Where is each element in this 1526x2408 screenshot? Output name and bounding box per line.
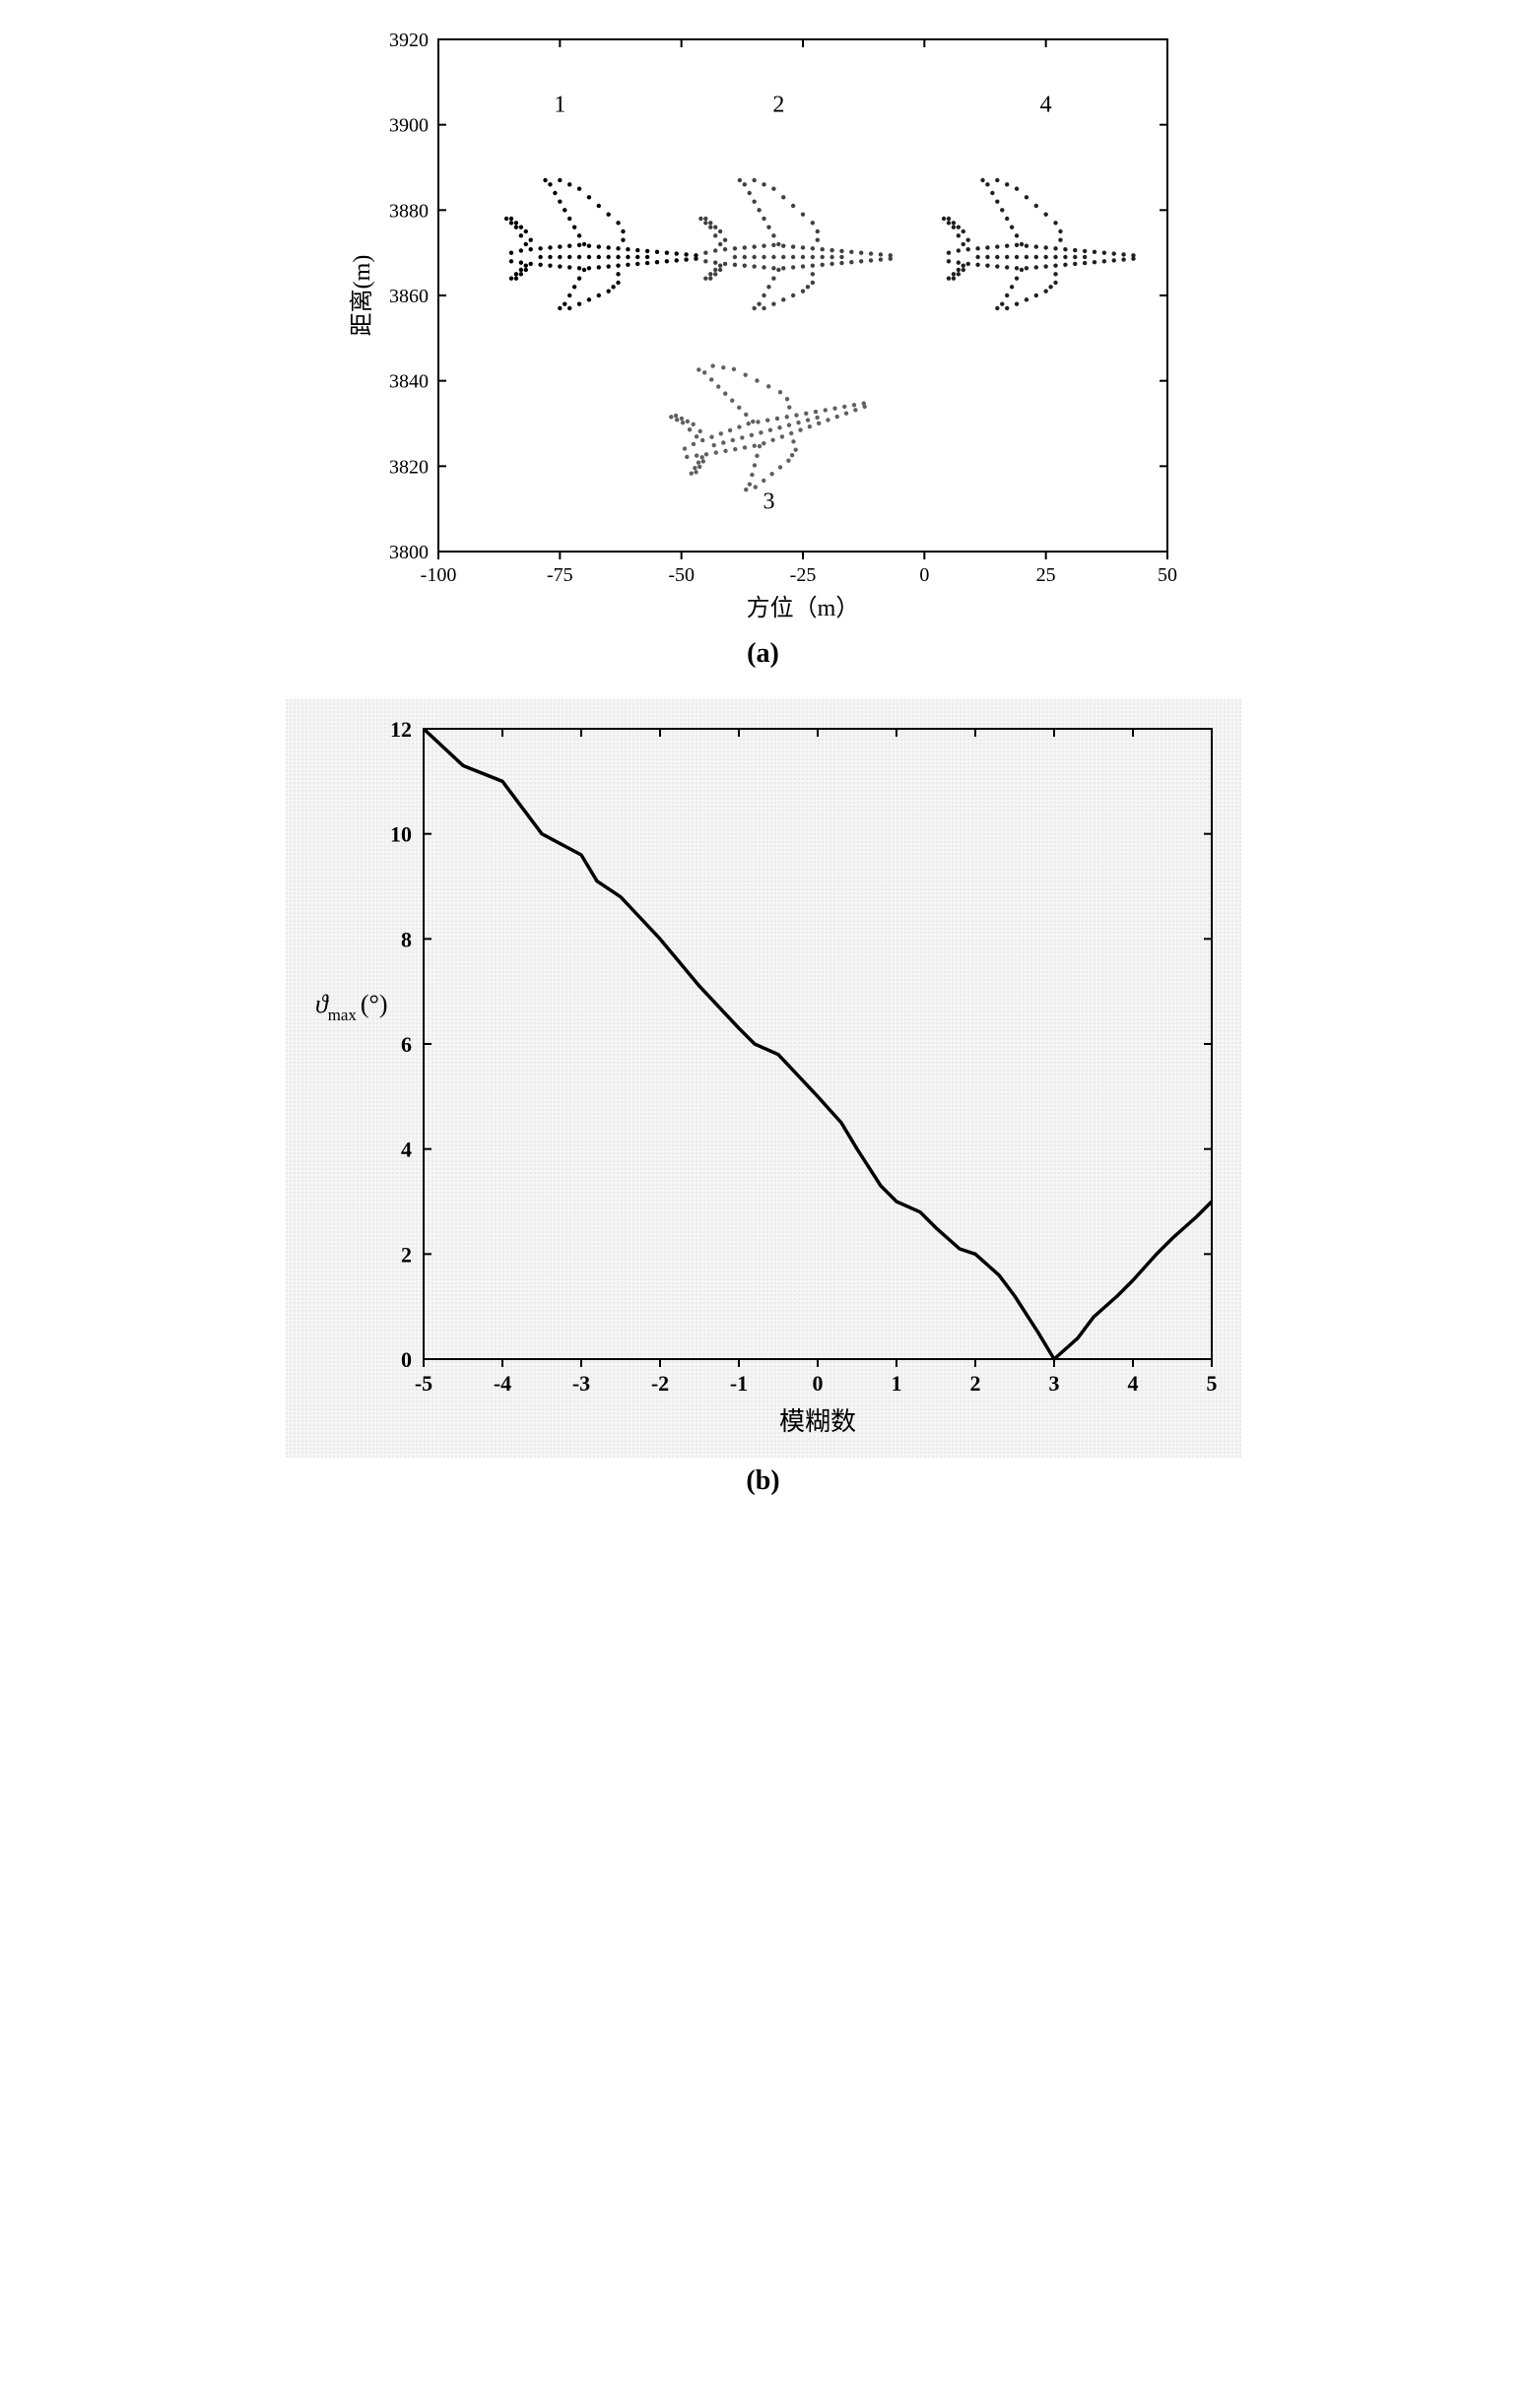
svg-text:25: 25 bbox=[1035, 564, 1055, 586]
svg-text:10: 10 bbox=[390, 822, 412, 847]
chart-b: -5-4-3-2-1012345024681012模糊数ϑmax(°) bbox=[286, 699, 1241, 1458]
figure-a: -100 -75 -50 -25 0 25 50 3800 3820 3840 3860 3880 39… bbox=[340, 20, 1187, 670]
svg-text:6: 6 bbox=[401, 1032, 412, 1057]
svg-text:12: 12 bbox=[390, 717, 412, 742]
svg-text:4: 4 bbox=[1039, 93, 1051, 118]
svg-text:-75: -75 bbox=[546, 564, 572, 586]
svg-text:1: 1 bbox=[554, 93, 565, 118]
svg-text:-3: -3 bbox=[571, 1371, 589, 1396]
svg-text:4: 4 bbox=[401, 1138, 412, 1162]
svg-text:-100: -100 bbox=[420, 564, 456, 586]
svg-text:3: 3 bbox=[763, 489, 774, 515]
caption-a: (a) bbox=[747, 638, 779, 670]
svg-text:0: 0 bbox=[401, 1347, 412, 1372]
svg-text:2: 2 bbox=[401, 1242, 412, 1267]
svg-text:5: 5 bbox=[1206, 1371, 1217, 1396]
figure-b: -5-4-3-2-1012345024681012模糊数ϑmax(°) (b) bbox=[286, 699, 1241, 1497]
svg-text:3900: 3900 bbox=[389, 115, 429, 137]
svg-text:2: 2 bbox=[969, 1371, 980, 1396]
svg-text:3920: 3920 bbox=[389, 30, 429, 51]
chart-a: -100 -75 -50 -25 0 25 50 3800 3820 3840 3860 3880 39… bbox=[340, 20, 1187, 630]
svg-text:0: 0 bbox=[919, 564, 929, 586]
svg-text:方位（m）: 方位（m） bbox=[746, 595, 859, 621]
svg-text:-5: -5 bbox=[414, 1371, 431, 1396]
svg-text:-2: -2 bbox=[650, 1371, 668, 1396]
svg-text:3820: 3820 bbox=[389, 456, 429, 478]
svg-text:1: 1 bbox=[891, 1371, 901, 1396]
svg-text:2: 2 bbox=[772, 93, 784, 118]
svg-text:距离(m): 距离(m) bbox=[349, 255, 375, 337]
svg-text:4: 4 bbox=[1127, 1371, 1138, 1396]
svg-text:3: 3 bbox=[1048, 1371, 1059, 1396]
svg-text:0: 0 bbox=[812, 1371, 823, 1396]
svg-text:-50: -50 bbox=[668, 564, 695, 586]
svg-text:3800: 3800 bbox=[389, 542, 429, 563]
caption-b: (b) bbox=[746, 1465, 779, 1497]
svg-text:3860: 3860 bbox=[389, 286, 429, 307]
svg-text:3840: 3840 bbox=[389, 371, 429, 393]
svg-text:-1: -1 bbox=[729, 1371, 747, 1396]
svg-text:模糊数: 模糊数 bbox=[778, 1407, 855, 1436]
svg-text:50: 50 bbox=[1158, 564, 1177, 586]
svg-text:-4: -4 bbox=[493, 1371, 510, 1396]
svg-text:3880: 3880 bbox=[389, 200, 429, 222]
svg-text:-25: -25 bbox=[789, 564, 816, 586]
svg-text:8: 8 bbox=[401, 927, 412, 951]
